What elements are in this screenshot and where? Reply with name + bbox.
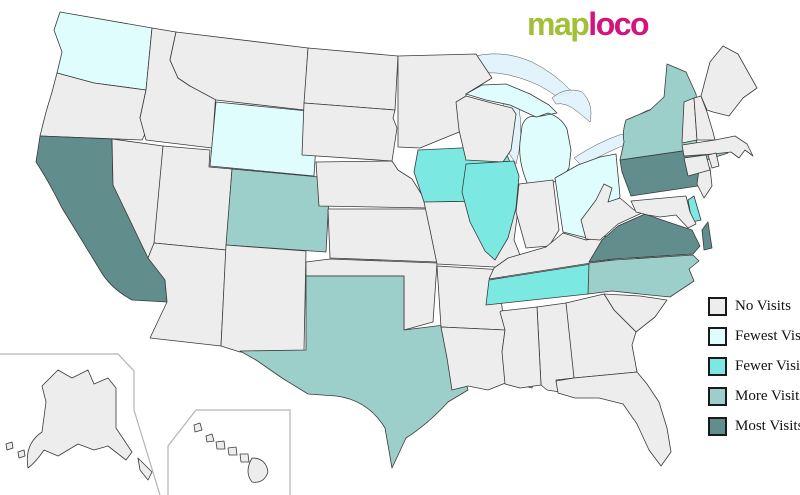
state-mississippi [499, 306, 542, 389]
legend-row-fewer-visits: Fewer Visits [708, 354, 800, 378]
state-indiana [515, 179, 560, 249]
state-wisconsin [455, 95, 517, 163]
state-maine [700, 45, 758, 117]
state-nebraska [315, 160, 431, 209]
state-hawaii [193, 422, 269, 483]
state-kansas [327, 208, 442, 263]
lake-huron [551, 89, 592, 123]
legend-label-no-visits: No Visits [735, 297, 791, 314]
state-west-virginia [580, 183, 645, 241]
state-south-dakota [301, 102, 398, 162]
legend-label-fewest-visits: Fewest Visits [735, 327, 800, 344]
state-texas [239, 275, 469, 469]
legend-row-no-visits: No Visits [708, 294, 800, 318]
legend-label-most-visits: Most Visits [735, 417, 800, 434]
legend-swatch-fewest-visits [708, 326, 727, 346]
state-new-mexico [220, 244, 307, 353]
state-virginia [588, 213, 713, 263]
legend-row-most-visits: Most Visits [708, 414, 800, 438]
alaska-inset-frame [0, 353, 161, 495]
state-colorado [225, 168, 331, 253]
state-maryland [630, 195, 697, 229]
state-california [35, 135, 168, 303]
logo-text-map: map [527, 6, 590, 42]
legend-row-fewest-visits: Fewest Visits [708, 324, 800, 348]
state-rhode-island [707, 152, 720, 169]
legend-label-more-visits: More Visits [735, 387, 800, 404]
maploco-logo[interactable]: maploco [527, 4, 650, 44]
legend-row-more-visits: More Visits [708, 384, 800, 408]
state-illinois [461, 160, 520, 261]
state-oregon [39, 72, 147, 141]
state-michigan [465, 83, 572, 186]
state-north-carolina [587, 254, 700, 298]
legend-swatch-most-visits [708, 416, 727, 436]
legend-swatch-no-visits [708, 296, 727, 316]
visit-legend: No Visits Fewest Visits Fewer Visits Mor… [708, 294, 800, 444]
state-massachusetts [681, 135, 754, 159]
legend-swatch-fewer-visits [708, 356, 727, 376]
state-wyoming [209, 101, 319, 177]
state-florida [555, 371, 672, 467]
hawaii-inset-frame [167, 409, 291, 495]
state-north-dakota [303, 47, 399, 111]
state-alaska [5, 369, 153, 481]
logo-text-loco: loco [588, 6, 649, 42]
legend-swatch-more-visits [708, 386, 727, 406]
legend-label-fewer-visits: Fewer Visits [735, 357, 800, 374]
state-connecticut [683, 154, 711, 177]
